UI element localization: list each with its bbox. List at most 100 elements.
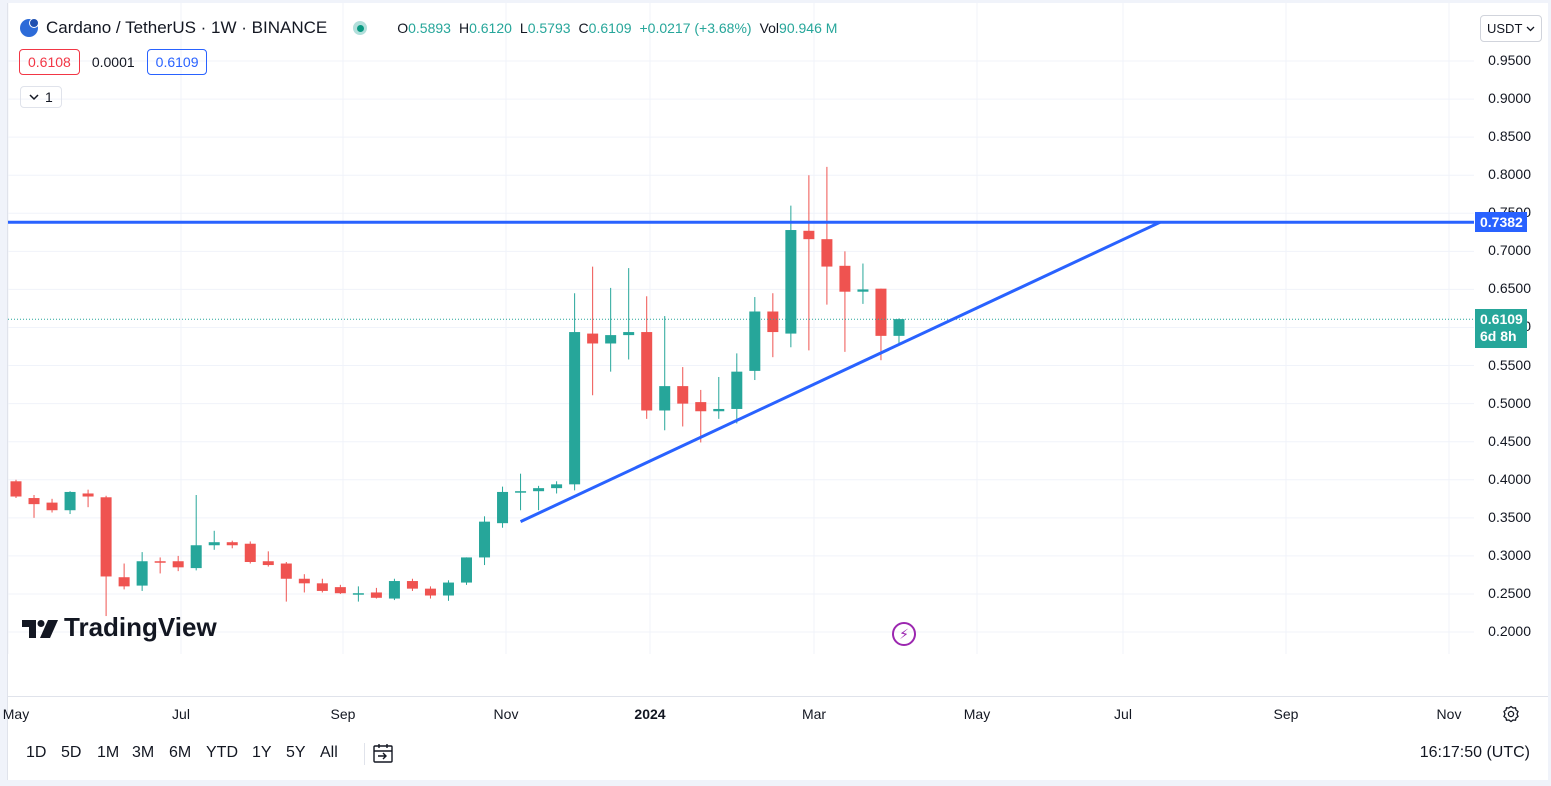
- candle-body: [605, 335, 617, 344]
- time-axis-label: Jul: [172, 706, 190, 722]
- range-button-6m[interactable]: 6M: [169, 744, 192, 761]
- range-button-5y[interactable]: 5Y: [286, 744, 306, 761]
- buy-button[interactable]: 0.6109: [146, 49, 208, 75]
- sell-button[interactable]: 0.6108: [19, 49, 80, 75]
- candle-body: [226, 542, 238, 546]
- candle-body: [64, 491, 76, 511]
- tradingview-logo-icon: [22, 619, 58, 638]
- price-axis-label: 0.2500: [1488, 584, 1531, 601]
- candle-body: [442, 582, 454, 596]
- range-button-5d[interactable]: 5D: [61, 744, 82, 761]
- close-value: 0.6109: [588, 20, 632, 36]
- time-axis-label: 2024: [634, 706, 666, 722]
- last-price: 0.6109: [1480, 311, 1523, 327]
- toolbar-divider: [364, 743, 365, 765]
- market-open-icon: [353, 21, 368, 35]
- price-axis-label: 0.5500: [1488, 356, 1531, 373]
- candle-body: [298, 578, 310, 584]
- open-label: O: [397, 20, 409, 36]
- time-axis-label: May: [2, 706, 30, 722]
- range-button-3m[interactable]: 3M: [132, 744, 155, 761]
- candle-body: [262, 561, 274, 566]
- last-price-tag: 0.6109 6d 8h: [1475, 309, 1527, 348]
- time-axis-label: Mar: [801, 706, 827, 722]
- candle-body: [100, 497, 112, 577]
- candle-body: [623, 332, 635, 336]
- time-axis-label: Nov: [1436, 706, 1462, 722]
- currency-select[interactable]: USDT: [1480, 15, 1543, 42]
- candle-body: [172, 561, 184, 568]
- indicator-count: 1: [45, 89, 53, 105]
- candle-body: [641, 332, 653, 411]
- candle-body: [388, 581, 400, 599]
- range-button-all[interactable]: All: [320, 744, 338, 761]
- chart-pane[interactable]: [8, 3, 1474, 654]
- range-button-1y[interactable]: 1Y: [252, 744, 272, 761]
- candle-body: [839, 265, 851, 292]
- time-axis-label: Nov: [493, 706, 519, 722]
- candlestick-chart[interactable]: [8, 3, 1474, 654]
- candle-body: [316, 583, 328, 591]
- candle-body: [190, 545, 202, 569]
- calendar-goto-icon[interactable]: [372, 742, 394, 764]
- candle-body: [857, 289, 869, 292]
- candle-body: [533, 488, 545, 492]
- price-axis-label: 0.3000: [1488, 546, 1531, 563]
- spread-value: 0.0001: [91, 54, 135, 70]
- candle-body: [785, 230, 797, 334]
- volume-value: 90.946 M: [779, 20, 838, 36]
- candle-body: [551, 484, 563, 489]
- candle-body: [352, 593, 364, 595]
- trendline-price-tag: 0.7382: [1475, 212, 1527, 232]
- clock[interactable]: 16:17:50 (UTC): [1419, 744, 1530, 761]
- candle-body: [154, 561, 166, 563]
- low-value: 0.5793: [527, 20, 571, 36]
- chevron-down-icon: [1526, 26, 1535, 32]
- candle-body: [406, 581, 418, 589]
- price-axis-label: 0.8500: [1488, 128, 1531, 145]
- trendline-price: 0.7382: [1480, 214, 1523, 230]
- candle-body: [587, 333, 599, 344]
- range-button-ytd[interactable]: YTD: [206, 744, 238, 761]
- candle-body: [479, 521, 491, 558]
- tradingview-logo[interactable]: TradingView: [22, 612, 217, 643]
- chart-frame: Cardano / TetherUS · 1W · BINANCE O0.589…: [3, 3, 1548, 780]
- price-axis-label: 0.4500: [1488, 432, 1531, 449]
- price-axis-label: 0.3500: [1488, 508, 1531, 525]
- candle-body: [461, 557, 472, 583]
- price-axis-label: 0.4000: [1488, 470, 1531, 487]
- symbol-title[interactable]: Cardano / TetherUS · 1W · BINANCE: [46, 18, 328, 37]
- price-axis-label: 0.2000: [1488, 623, 1531, 640]
- close-label: C: [578, 20, 589, 36]
- gear-icon[interactable]: [1502, 705, 1520, 723]
- candle-body: [659, 386, 671, 411]
- candle-body: [46, 502, 58, 511]
- change-value: +0.0217 (+3.68%): [639, 20, 752, 36]
- time-axis-border: [8, 696, 1548, 697]
- range-button-1m[interactable]: 1M: [97, 744, 120, 761]
- candle-body: [497, 491, 509, 524]
- range-button-1d[interactable]: 1D: [26, 744, 47, 761]
- ohlc-values: O0.5893 H0.6120 L0.5793 C0.6109 +0.0217 …: [397, 20, 837, 36]
- lightning-icon[interactable]: ⚡: [892, 622, 916, 646]
- bar-countdown: 6d 8h: [1480, 328, 1517, 344]
- candle-body: [695, 402, 707, 412]
- price-axis-label: 0.6500: [1488, 280, 1531, 297]
- indicators-collapse-button[interactable]: 1: [20, 86, 62, 108]
- price-axis-label: 0.9500: [1488, 52, 1531, 68]
- time-axis-label: Jul: [1114, 706, 1132, 722]
- time-axis-label: Sep: [330, 706, 356, 722]
- candle-body: [569, 332, 581, 485]
- candle-body: [424, 588, 436, 596]
- chevron-down-icon: [29, 94, 39, 101]
- low-label: L: [519, 20, 528, 36]
- candle-body: [82, 493, 94, 497]
- candle-body: [713, 408, 725, 412]
- open-value: 0.5893: [408, 20, 451, 36]
- candle-body: [515, 491, 527, 493]
- candle-body: [370, 592, 382, 598]
- candle-body: [136, 561, 148, 586]
- candle-body: [731, 371, 743, 409]
- candle-body: [10, 481, 22, 497]
- high-label: H: [458, 20, 470, 36]
